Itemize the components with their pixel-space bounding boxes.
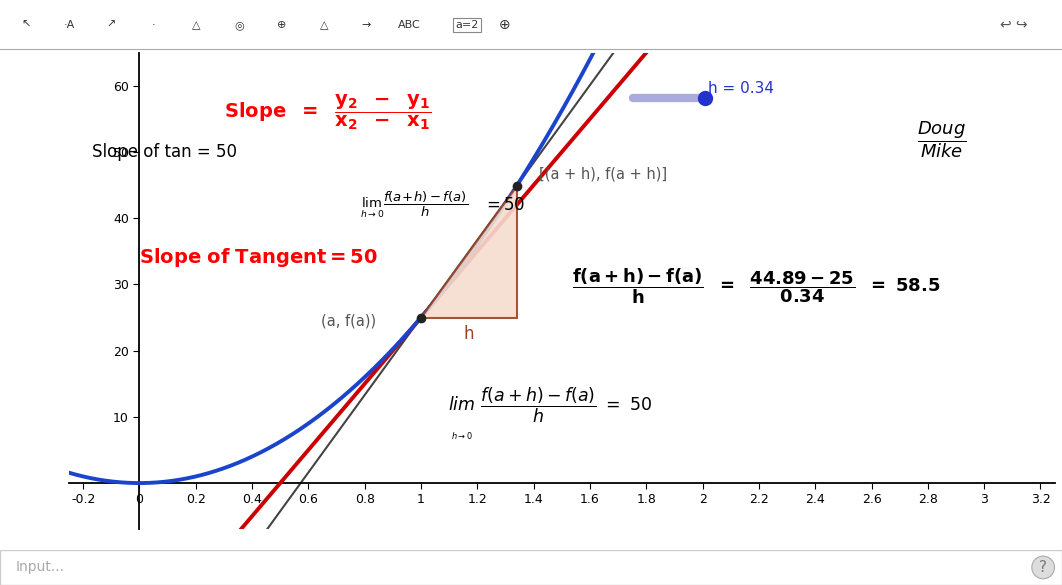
Text: ·: · — [152, 20, 156, 30]
Text: ?: ? — [1039, 560, 1047, 575]
Text: Input...: Input... — [16, 560, 65, 574]
Text: ⊕: ⊕ — [499, 18, 510, 32]
Polygon shape — [421, 186, 517, 318]
Text: a=2: a=2 — [456, 20, 479, 30]
Text: $\underset{h\to 0}{\lim}\dfrac{f(a\!+\!h)-f(a)}{h}$: $\underset{h\to 0}{\lim}\dfrac{f(a\!+\!h… — [360, 190, 467, 221]
Text: ⊕: ⊕ — [277, 20, 286, 30]
Text: ◎: ◎ — [234, 20, 244, 30]
Text: (a, f(a)): (a, f(a)) — [321, 314, 376, 328]
Text: Slope of tan = 50: Slope of tan = 50 — [91, 143, 237, 161]
Text: $\mathit{lim}\ \dfrac{f(a+h)-f(a)}{h}\ =\ 50$: $\mathit{lim}\ \dfrac{f(a+h)-f(a)}{h}\ =… — [448, 386, 653, 425]
Text: ·A: ·A — [64, 20, 74, 30]
Text: △: △ — [192, 20, 201, 30]
Text: ↩ ↪: ↩ ↪ — [1000, 18, 1028, 32]
Text: h = 0.34: h = 0.34 — [707, 81, 773, 96]
Text: →: → — [362, 20, 371, 30]
Text: ABC: ABC — [397, 20, 421, 30]
Text: $\dfrac{\mathbf{f(a+h)-f(a)}}{\mathbf{h}}\ \ \mathbf{=}\ \ \dfrac{\mathbf{44.89-: $\dfrac{\mathbf{f(a+h)-f(a)}}{\mathbf{h}… — [571, 266, 940, 306]
Text: h: h — [464, 325, 474, 343]
Text: $\dfrac{\mathit{Doug}}{\mathit{Mike}}$: $\dfrac{\mathit{Doug}}{\mathit{Mike}}$ — [917, 119, 966, 160]
Text: △: △ — [320, 20, 328, 30]
Text: $\mathbf{Slope\ of\ Tangent = 50}$: $\mathbf{Slope\ of\ Tangent = 50}$ — [139, 246, 378, 270]
Text: $\mathbf{Slope\ \ =\ \ \dfrac{y_2\ \ -\ \ y_1}{x_2\ \ -\ \ x_1}}$: $\mathbf{Slope\ \ =\ \ \dfrac{y_2\ \ -\ … — [224, 92, 431, 132]
Text: [(a + h), f(a + h)]: [(a + h), f(a + h)] — [539, 167, 667, 182]
Text: ↖: ↖ — [22, 20, 31, 30]
Text: $= 50$: $= 50$ — [483, 196, 526, 214]
Text: ↗: ↗ — [107, 20, 116, 30]
Text: $_{h\rightarrow 0}$: $_{h\rightarrow 0}$ — [451, 428, 474, 441]
